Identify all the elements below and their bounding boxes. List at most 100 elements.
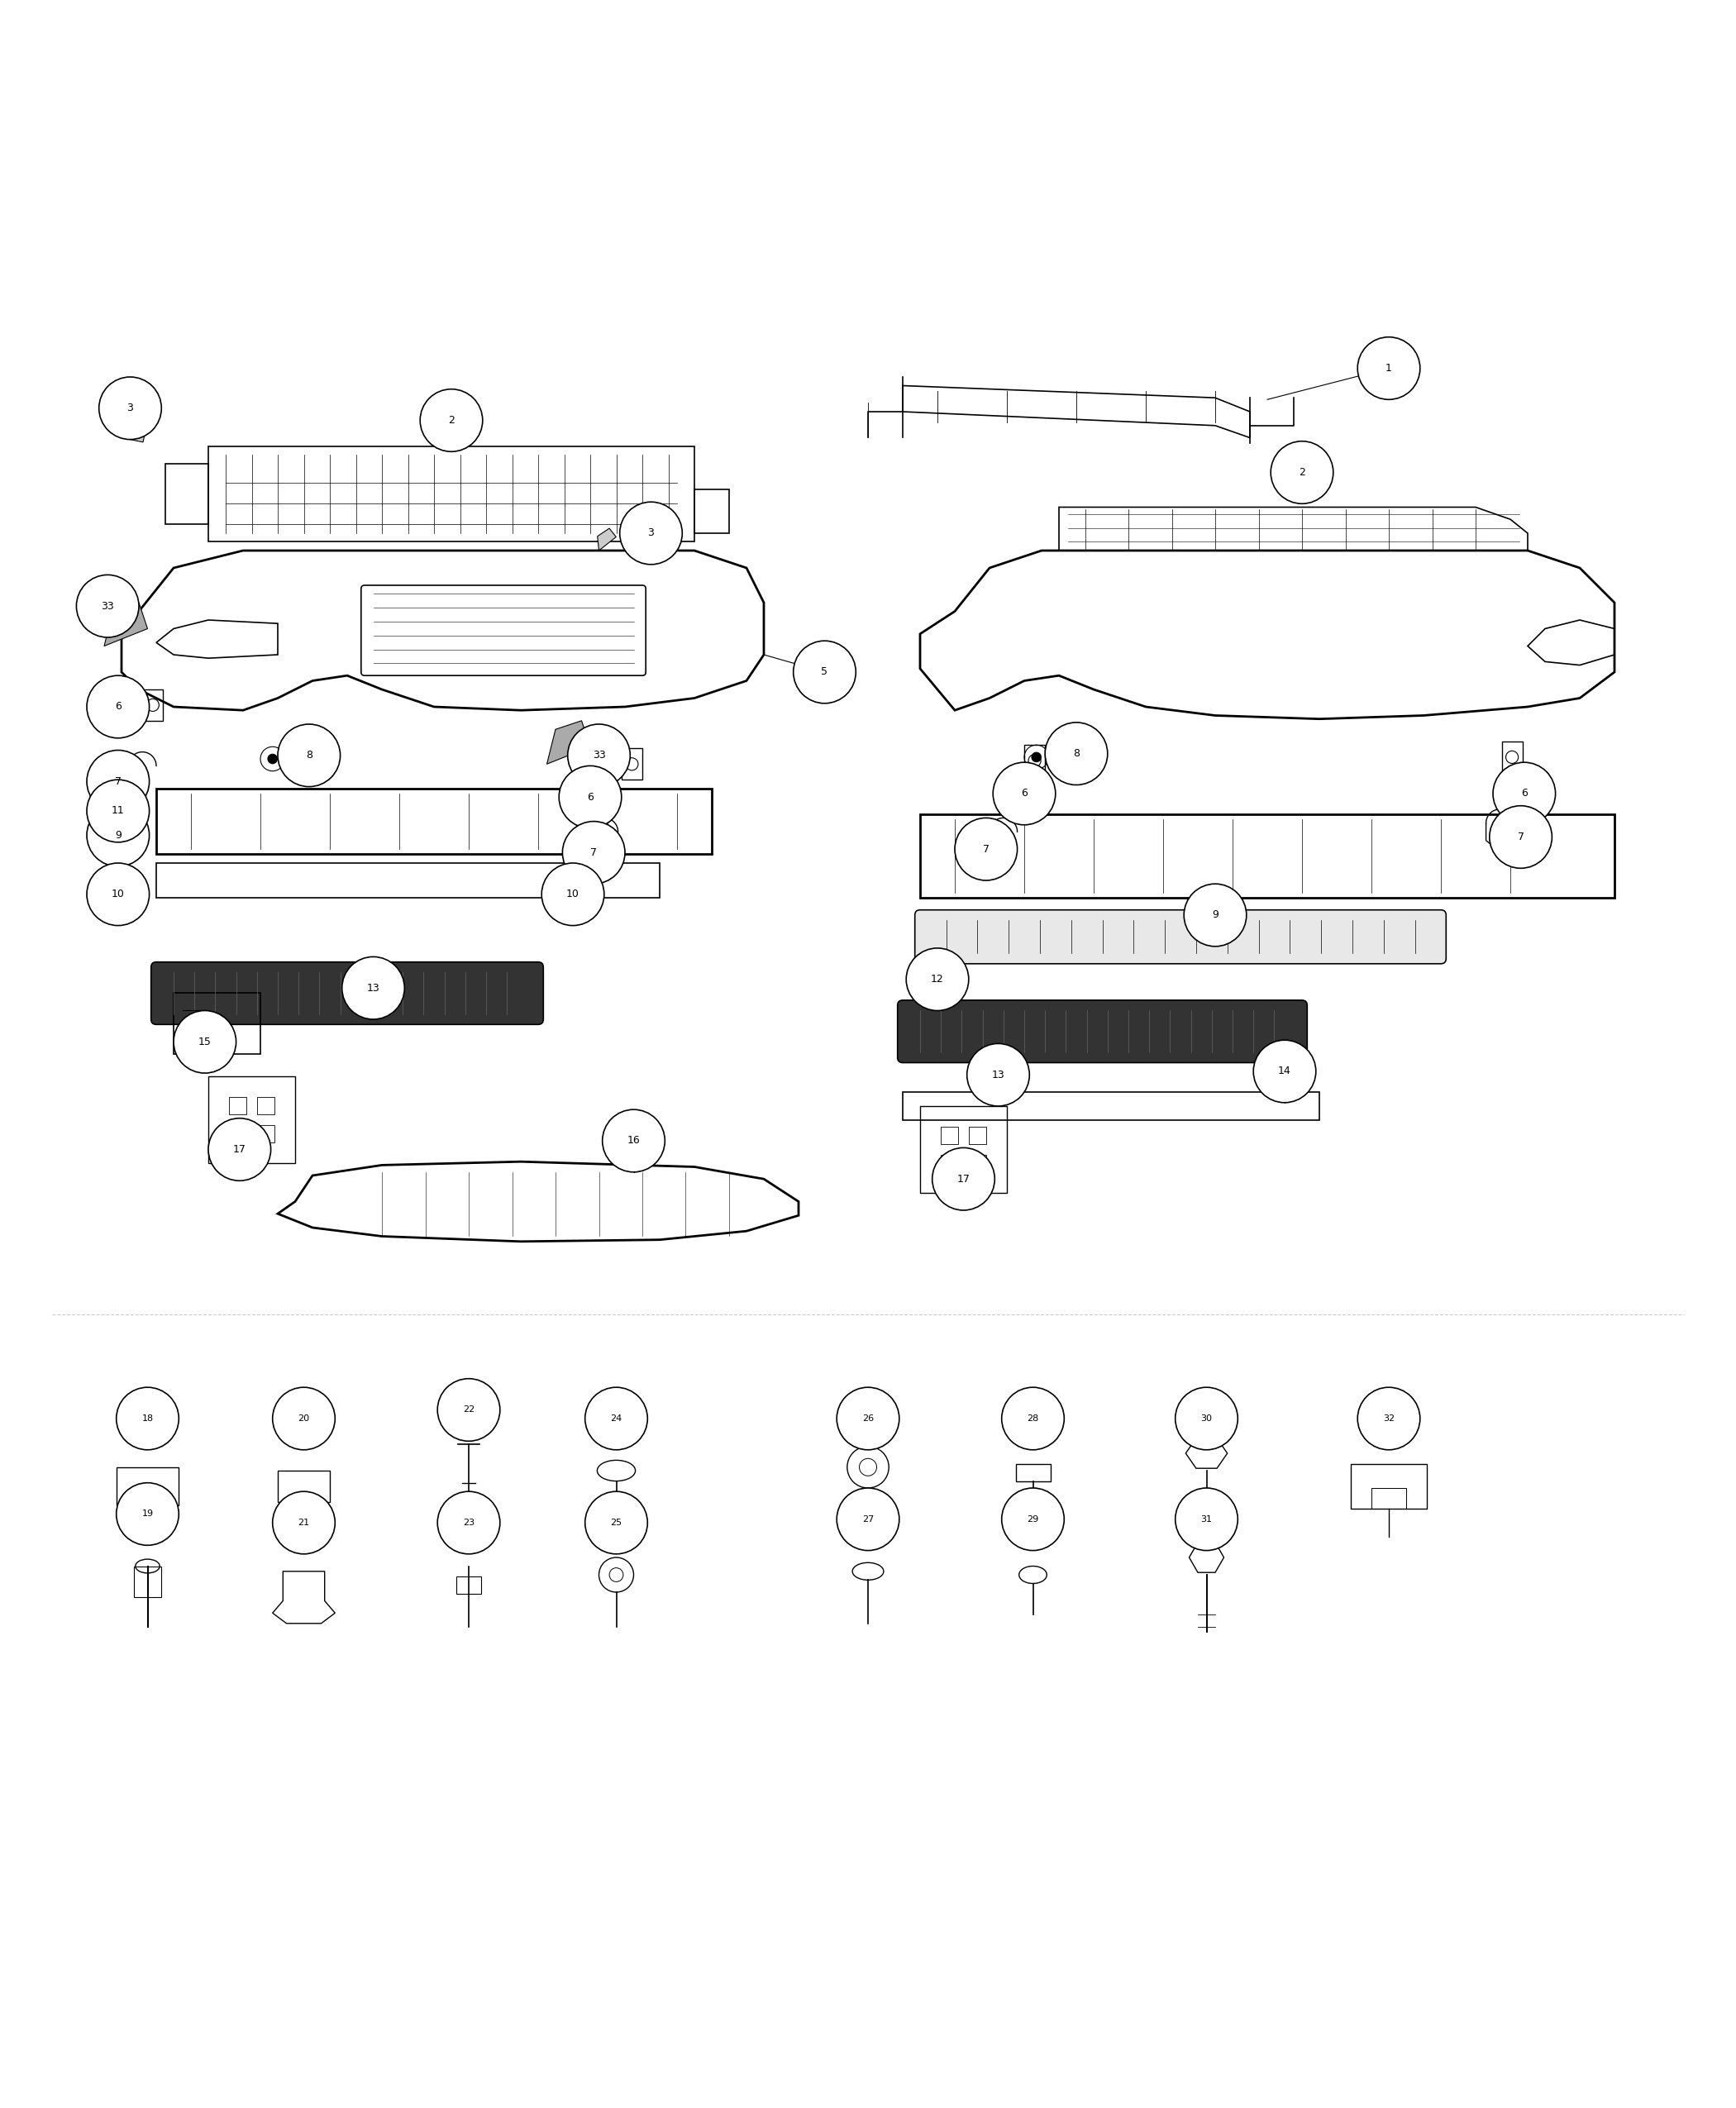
Circle shape <box>278 725 340 786</box>
Text: 33: 33 <box>592 750 606 761</box>
Circle shape <box>1358 1387 1420 1450</box>
Text: 6: 6 <box>1521 788 1528 799</box>
Polygon shape <box>122 428 146 443</box>
Circle shape <box>273 1387 335 1450</box>
Text: 8: 8 <box>306 750 312 761</box>
Text: 21: 21 <box>299 1518 309 1526</box>
Circle shape <box>116 1387 179 1450</box>
Circle shape <box>602 1109 665 1172</box>
Circle shape <box>116 1482 179 1545</box>
Text: 26: 26 <box>863 1414 873 1423</box>
Circle shape <box>955 818 1017 881</box>
Polygon shape <box>597 529 616 550</box>
Text: 19: 19 <box>142 1509 153 1518</box>
Text: 10: 10 <box>111 890 125 900</box>
Text: 15: 15 <box>198 1037 212 1048</box>
Circle shape <box>420 390 483 451</box>
Text: 22: 22 <box>464 1406 474 1414</box>
Circle shape <box>1489 805 1552 868</box>
Text: 25: 25 <box>611 1518 621 1526</box>
Circle shape <box>1175 1387 1238 1450</box>
Circle shape <box>76 575 139 637</box>
Text: 17: 17 <box>957 1174 970 1185</box>
Text: 7: 7 <box>983 843 990 854</box>
Text: 11: 11 <box>111 805 125 816</box>
Text: 6: 6 <box>1021 788 1028 799</box>
Text: 13: 13 <box>366 982 380 993</box>
Text: 9: 9 <box>1212 911 1219 921</box>
Text: 8: 8 <box>1073 748 1080 759</box>
Circle shape <box>1358 337 1420 401</box>
Circle shape <box>1175 1488 1238 1551</box>
Text: 12: 12 <box>930 974 944 984</box>
Text: 20: 20 <box>299 1414 309 1423</box>
Circle shape <box>342 957 404 1020</box>
Circle shape <box>1493 763 1555 824</box>
Circle shape <box>585 1387 648 1450</box>
FancyBboxPatch shape <box>151 961 543 1024</box>
Text: 18: 18 <box>142 1414 153 1423</box>
Text: 30: 30 <box>1201 1414 1212 1423</box>
Circle shape <box>437 1492 500 1554</box>
Circle shape <box>267 755 278 763</box>
Circle shape <box>906 949 969 1010</box>
Circle shape <box>793 641 856 704</box>
Text: 33: 33 <box>101 601 115 611</box>
Circle shape <box>837 1387 899 1450</box>
Circle shape <box>932 1147 995 1210</box>
Text: 23: 23 <box>464 1518 474 1526</box>
Circle shape <box>87 862 149 925</box>
Text: 29: 29 <box>1028 1516 1038 1524</box>
Text: 32: 32 <box>1384 1414 1394 1423</box>
Text: 27: 27 <box>863 1516 873 1524</box>
Circle shape <box>1031 753 1042 763</box>
Text: 10: 10 <box>566 890 580 900</box>
Circle shape <box>585 1492 648 1554</box>
Circle shape <box>1184 883 1246 946</box>
Circle shape <box>1045 723 1108 784</box>
Circle shape <box>967 1043 1029 1107</box>
Circle shape <box>87 780 149 843</box>
Circle shape <box>87 803 149 866</box>
Circle shape <box>568 725 630 786</box>
Text: 6: 6 <box>587 793 594 803</box>
Text: 7: 7 <box>1517 833 1524 843</box>
Polygon shape <box>104 603 148 645</box>
Circle shape <box>620 502 682 565</box>
Text: 6: 6 <box>115 702 122 713</box>
Circle shape <box>87 675 149 738</box>
Text: 17: 17 <box>233 1145 247 1155</box>
Circle shape <box>174 1010 236 1073</box>
Polygon shape <box>547 721 590 763</box>
FancyBboxPatch shape <box>915 911 1446 963</box>
Circle shape <box>208 1117 271 1180</box>
Circle shape <box>559 765 621 828</box>
Text: 7: 7 <box>115 776 122 786</box>
FancyBboxPatch shape <box>898 999 1307 1062</box>
Circle shape <box>837 1488 899 1551</box>
Circle shape <box>273 1492 335 1554</box>
Text: 24: 24 <box>611 1414 621 1423</box>
Text: 3: 3 <box>648 527 654 538</box>
Circle shape <box>1002 1488 1064 1551</box>
Text: 2: 2 <box>448 415 455 426</box>
Circle shape <box>437 1379 500 1442</box>
Circle shape <box>99 377 161 438</box>
Text: 16: 16 <box>627 1136 641 1147</box>
Circle shape <box>542 862 604 925</box>
Text: 28: 28 <box>1028 1414 1038 1423</box>
Text: 3: 3 <box>127 403 134 413</box>
Text: 31: 31 <box>1201 1516 1212 1524</box>
Text: 9: 9 <box>115 831 122 841</box>
Circle shape <box>993 763 1055 824</box>
Circle shape <box>87 750 149 814</box>
Circle shape <box>562 822 625 883</box>
Circle shape <box>1253 1039 1316 1102</box>
Text: 2: 2 <box>1299 468 1305 479</box>
Text: 5: 5 <box>821 666 828 677</box>
Text: 13: 13 <box>991 1069 1005 1079</box>
Circle shape <box>1002 1387 1064 1450</box>
Text: 7: 7 <box>590 847 597 858</box>
Circle shape <box>1271 441 1333 504</box>
Text: 14: 14 <box>1278 1067 1292 1077</box>
